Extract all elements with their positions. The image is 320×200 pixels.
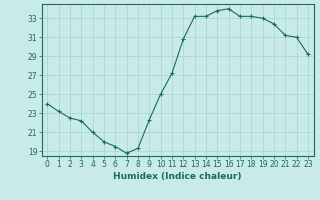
X-axis label: Humidex (Indice chaleur): Humidex (Indice chaleur) [113, 172, 242, 181]
